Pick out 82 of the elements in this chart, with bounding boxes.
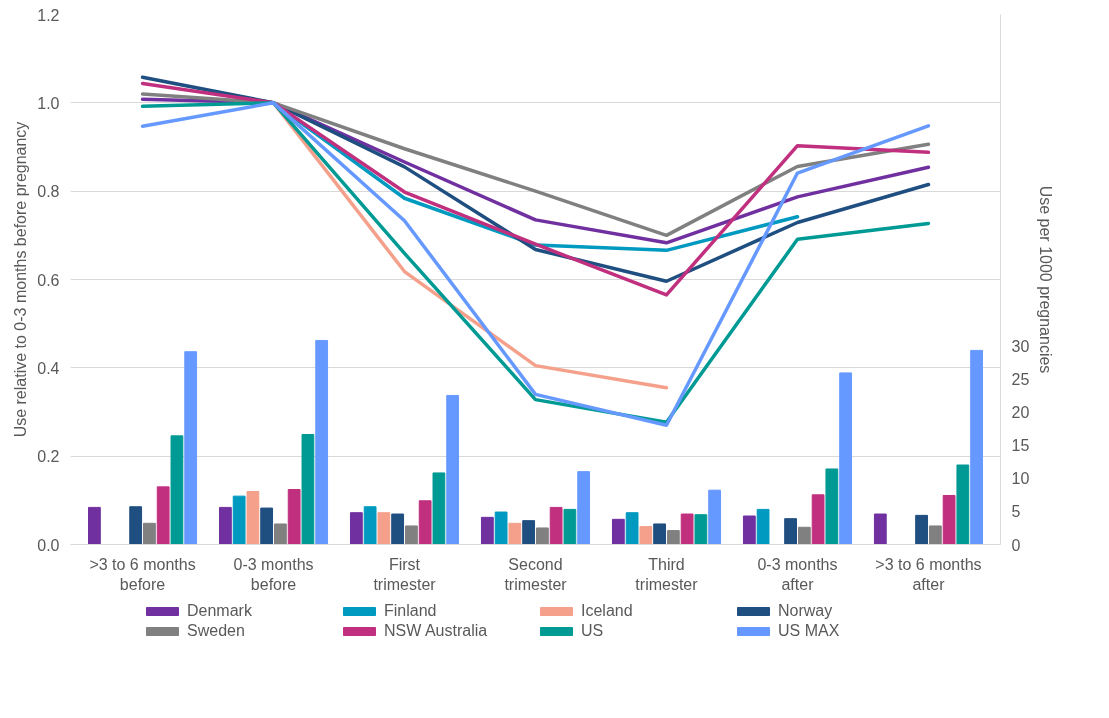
bar xyxy=(446,394,460,545)
bar xyxy=(129,506,143,545)
y2-tick-label: 0 xyxy=(1011,536,1021,554)
bar xyxy=(301,434,315,545)
bar xyxy=(219,506,232,545)
y2-tick-label: 25 xyxy=(1011,370,1030,388)
bar xyxy=(666,530,680,545)
legend-label: US xyxy=(581,622,605,640)
bar xyxy=(563,508,577,545)
legend-label: US MAX xyxy=(778,622,841,640)
bar xyxy=(915,514,928,545)
legend-label: NSW Australia xyxy=(384,622,489,640)
y-tick-label: 0.4 xyxy=(37,359,60,377)
bar xyxy=(170,435,184,545)
bar xyxy=(694,514,708,545)
bar xyxy=(549,506,563,545)
bar xyxy=(784,518,797,545)
bar xyxy=(349,512,363,545)
y2-tick-label: 10 xyxy=(1011,470,1030,488)
y2-axis-title: Use per 1000 pregnancies xyxy=(1037,185,1055,374)
bar xyxy=(377,512,391,545)
x-tick-label: First trimester xyxy=(373,555,437,593)
bar xyxy=(508,522,522,545)
bar xyxy=(942,494,956,545)
y-tick-label: 0.2 xyxy=(37,448,60,466)
legend-label: Iceland xyxy=(581,602,634,620)
bar xyxy=(287,489,301,545)
bar xyxy=(653,523,666,545)
y-tick-label: 1.2 xyxy=(37,6,60,24)
bar xyxy=(756,508,770,545)
bar xyxy=(315,339,329,545)
legend-label: Sweden xyxy=(187,622,246,640)
bar xyxy=(494,511,508,545)
bar xyxy=(742,515,756,545)
x-tick-label: 0-3 months after xyxy=(757,555,838,593)
bar xyxy=(184,351,198,545)
y2-tick-label: 5 xyxy=(1011,503,1021,521)
bar xyxy=(825,468,839,545)
bar xyxy=(639,526,653,545)
bar xyxy=(611,518,625,545)
bar xyxy=(143,522,156,545)
y2-tick-label: 20 xyxy=(1011,404,1030,421)
y-tick-label: 0.8 xyxy=(37,183,60,201)
legend-label: Norway xyxy=(778,602,834,620)
bar xyxy=(708,489,722,545)
bar xyxy=(535,527,549,545)
bar xyxy=(811,494,825,545)
legend-label: Denmark xyxy=(187,602,253,620)
x-tick-label: Third trimester xyxy=(635,555,699,593)
bar xyxy=(363,506,377,545)
bar xyxy=(418,500,432,545)
y-tick-label: 0.0 xyxy=(37,536,60,554)
bar xyxy=(246,491,260,545)
x-tick-label: >3 to 6 months after xyxy=(875,555,982,593)
y2-tick-label: 15 xyxy=(1011,437,1030,455)
x-tick-label: 0-3 months before xyxy=(233,555,314,593)
bar xyxy=(405,525,418,545)
bar xyxy=(797,526,811,545)
bar xyxy=(522,520,536,545)
y-axis-title: Use relative to 0-3 months before pregnancy xyxy=(12,121,30,438)
y2-tick-label: 30 xyxy=(1011,337,1030,355)
y-tick-label: 0.6 xyxy=(37,271,60,289)
bar xyxy=(232,495,246,545)
bar xyxy=(625,512,639,545)
bar xyxy=(928,525,942,545)
legend-label: Finland xyxy=(384,602,438,620)
bar xyxy=(839,372,852,545)
bar xyxy=(391,513,405,545)
x-tick-label: Second trimester xyxy=(504,555,568,593)
bar xyxy=(260,507,274,545)
bar xyxy=(577,471,591,545)
bar xyxy=(156,486,170,545)
y-tick-label: 1.0 xyxy=(37,94,60,112)
bar xyxy=(274,523,287,545)
bar xyxy=(432,472,446,545)
x-tick-label: >3 to 6 months before xyxy=(89,555,196,593)
bar xyxy=(680,513,694,545)
bar xyxy=(88,506,101,545)
bar xyxy=(480,516,494,545)
bar xyxy=(873,513,887,545)
bar xyxy=(970,349,983,545)
bar xyxy=(956,464,970,545)
